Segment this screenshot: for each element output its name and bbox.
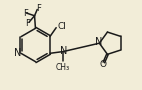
Text: O: O bbox=[100, 60, 107, 69]
Text: F: F bbox=[23, 9, 28, 18]
Text: F: F bbox=[36, 4, 41, 13]
Text: F: F bbox=[25, 19, 30, 28]
Text: Cl: Cl bbox=[58, 22, 67, 31]
Text: CH₃: CH₃ bbox=[55, 63, 70, 72]
Text: N: N bbox=[60, 46, 67, 56]
Text: N: N bbox=[14, 48, 21, 58]
Text: N: N bbox=[95, 37, 102, 47]
